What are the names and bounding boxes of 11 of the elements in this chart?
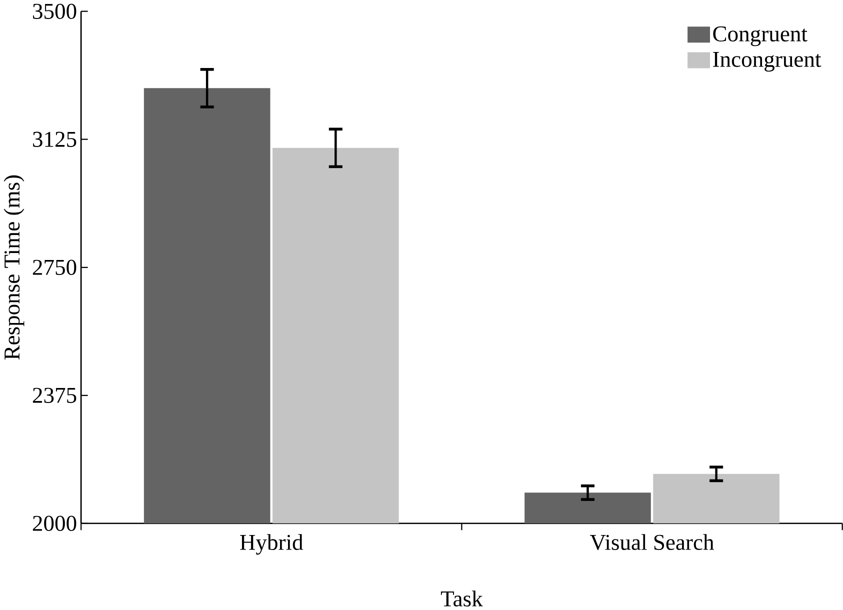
y-tick-label: 2750 bbox=[32, 260, 76, 275]
y-tick-label: 2000 bbox=[32, 516, 76, 531]
y-axis-title: Response Time (ms) bbox=[4, 175, 24, 360]
legend-label: Incongruent bbox=[713, 52, 822, 72]
legend-label: Congruent bbox=[713, 26, 808, 46]
x-tick-label: Visual Search bbox=[590, 534, 714, 550]
y-tick-label: 2375 bbox=[32, 388, 76, 403]
x-tick-label: Hybrid bbox=[240, 534, 304, 555]
y-tick-label: 3500 bbox=[33, 4, 76, 19]
x-axis-title: Task bbox=[440, 590, 483, 606]
y-tick-label: 3125 bbox=[33, 132, 76, 147]
